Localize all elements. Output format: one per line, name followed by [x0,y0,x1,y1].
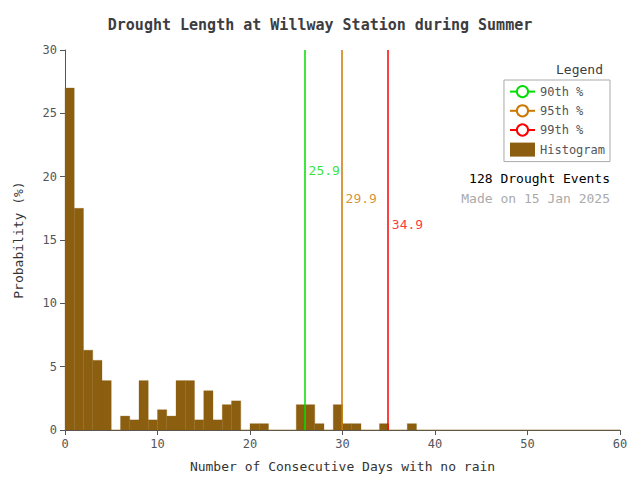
svg-text:0: 0 [61,437,68,451]
svg-text:Number of Consecutive Days wit: Number of Consecutive Days with no rain [190,459,495,474]
svg-text:Made on 15 Jan 2025: Made on 15 Jan 2025 [461,191,610,206]
svg-text:15: 15 [43,233,57,247]
svg-text:99th %: 99th % [540,123,584,137]
svg-text:95th %: 95th % [540,104,584,118]
svg-text:60: 60 [613,437,627,451]
svg-text:25: 25 [43,106,57,120]
svg-text:10: 10 [150,437,164,451]
svg-text:Histogram: Histogram [540,143,605,157]
svg-text:90th %: 90th % [540,85,584,99]
svg-text:Drought Length at Willway Stat: Drought Length at Willway Station during… [108,16,532,34]
svg-text:Probability (%): Probability (%) [11,181,26,298]
svg-text:128 Drought Events: 128 Drought Events [469,171,610,186]
svg-text:5: 5 [50,360,57,374]
svg-text:34.9: 34.9 [392,217,423,232]
svg-text:0: 0 [50,423,57,437]
svg-text:Legend: Legend [556,62,603,77]
svg-text:30: 30 [43,43,57,57]
svg-text:50: 50 [520,437,534,451]
svg-text:40: 40 [428,437,442,451]
svg-text:20: 20 [243,437,257,451]
svg-text:10: 10 [43,296,57,310]
svg-text:20: 20 [43,170,57,184]
svg-text:29.9: 29.9 [346,191,377,206]
svg-text:30: 30 [335,437,349,451]
svg-text:25.9: 25.9 [309,163,340,178]
